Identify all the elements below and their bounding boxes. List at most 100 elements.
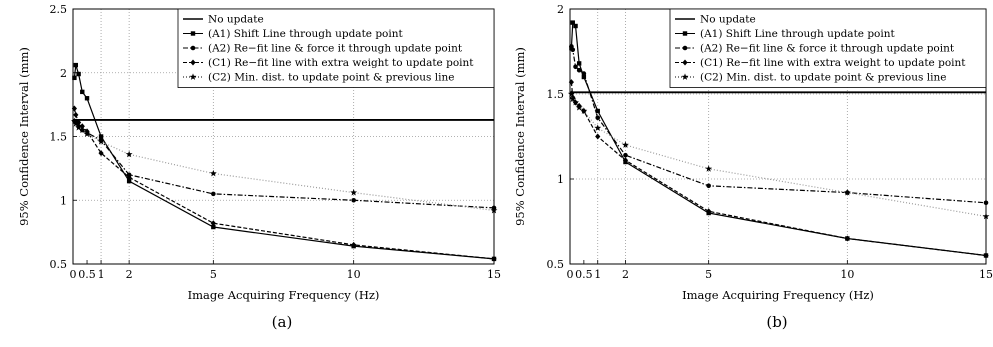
y-axis-label: 95% Confidence Interval (mm) [17,47,31,226]
series-3 [568,79,989,259]
x-tick-label: 0 [567,268,574,281]
legend-swatch-marker [190,59,196,66]
y-tick-label: 1.5 [50,131,68,144]
legend-entry: (C2) Min. dist. to update point & previo… [208,72,454,84]
legend-entry: (A1) Shift Line through update point [208,28,404,40]
data-point [209,169,217,177]
data-point [595,133,601,140]
x-tick-label: 15 [979,268,993,281]
x-axis-label: Image Acquiring Frequency (Hz) [188,288,380,302]
data-point [71,105,78,112]
data-point [351,197,356,203]
data-point [569,95,577,103]
data-point [581,74,587,80]
data-point [80,89,85,95]
data-point [210,220,216,227]
data-point [72,75,77,81]
data-point [84,96,90,101]
x-tick-label: 5 [705,268,712,281]
data-point [623,152,628,158]
data-point [622,141,629,148]
x-tick-label: 15 [487,268,501,281]
y-tick-label: 1.5 [547,88,565,101]
legend-box [669,8,987,88]
series-line [73,108,495,260]
data-point [843,189,851,196]
data-point [125,150,133,158]
data-point [580,107,588,114]
series-line [73,64,495,260]
data-point [570,20,575,25]
y-tick-label: 2 [60,67,67,80]
data-point [351,241,357,248]
data-point [573,64,578,70]
legend-entry: (C1) Re−fit line with extra weight to up… [208,57,474,69]
data-point [575,104,583,111]
data-point [98,150,104,157]
x-tick-label: 5 [210,268,217,281]
data-point [76,71,81,77]
legend-swatch-marker [190,45,196,51]
data-point [97,138,105,145]
series-line [73,120,495,212]
legend-box [177,8,495,88]
x-tick-label: 1 [98,268,105,281]
data-point [983,200,989,206]
y-axis-label: 95% Confidence Interval (mm) [513,47,527,226]
data-point [83,130,91,137]
y-tick-label: 2 [557,3,564,16]
legend-entry: No update [700,14,756,26]
data-point [78,126,86,134]
x-tick-label: 0 [70,268,77,281]
y-tick-label: 1 [60,194,67,207]
data-point [73,62,79,68]
x-tick-label: 1 [594,268,601,281]
data-point [79,123,85,130]
legend-entry: (C2) Min. dist. to update point & previo… [700,72,946,84]
legend-entry: (C1) Re−fit line with extra weight to up… [700,57,966,69]
legend-entry: (A1) Shift Line through update point [700,28,896,40]
data-point [211,191,216,197]
data-point [568,79,574,86]
data-point [844,235,850,242]
data-point [570,47,576,53]
data-point [70,117,78,125]
legend-entry: (A2) Re−fit line & force it through upda… [208,43,463,55]
data-point [73,111,79,118]
y-tick-label: 1 [557,173,564,186]
legend-swatch-marker [682,45,688,51]
data-point [595,108,600,114]
legend-swatch-marker [189,73,197,80]
data-point [98,134,104,139]
x-tick-label: 10 [840,268,854,281]
data-point [706,183,711,189]
data-point [126,178,132,184]
data-point [490,206,498,214]
y-tick-label: 2.5 [50,3,68,16]
data-point [705,165,713,172]
data-point [594,124,602,131]
data-point [350,189,358,196]
x-tick-label: 2 [622,268,629,281]
data-point [576,61,582,66]
series-line [570,46,987,204]
data-point [573,23,578,29]
legend-entry: (A2) Re−fit line & force it through upda… [700,43,955,55]
x-tick-label: 0.5 [78,268,96,281]
x-tick-label: 0.5 [575,268,593,281]
data-point [491,255,497,262]
data-point [622,157,629,164]
legend-swatch-marker [190,31,196,36]
data-point [983,252,989,259]
x-tick-label: 10 [347,268,361,281]
figure-caption: (a) [272,313,293,331]
data-point [581,71,587,76]
series-line [74,120,495,209]
legend-swatch-marker [681,73,689,80]
x-axis-label: Image Acquiring Frequency (Hz) [682,288,874,302]
data-point [572,98,579,106]
data-point [75,123,83,131]
data-point [595,115,601,121]
